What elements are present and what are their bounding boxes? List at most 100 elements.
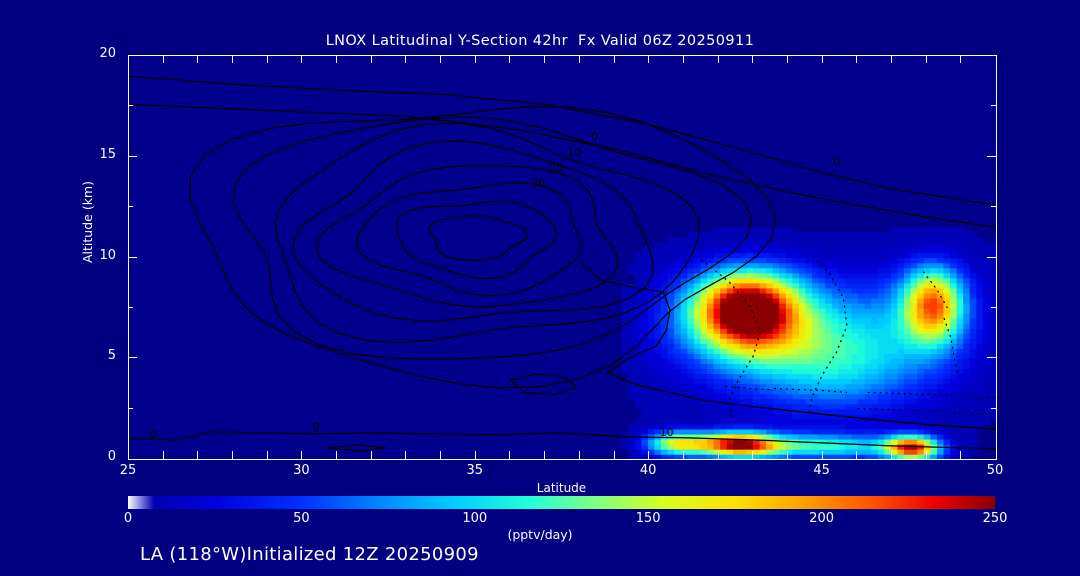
field-shading-layer — [621, 227, 996, 459]
tick-mark — [128, 105, 133, 107]
tick-mark — [128, 206, 133, 208]
tick-mark — [266, 55, 268, 63]
svg-text:0: 0 — [833, 155, 840, 168]
y-tick-10: 10 — [99, 247, 116, 263]
x-tick-40: 40 — [639, 463, 657, 478]
colorbar-tick-150: 150 — [635, 511, 661, 526]
tick-mark — [301, 55, 303, 63]
tick-mark — [890, 55, 892, 63]
svg-text:0: 0 — [591, 130, 598, 143]
colorbar-tick-200: 200 — [809, 511, 834, 526]
svg-text:20: 20 — [549, 162, 563, 175]
tick-mark — [370, 451, 372, 459]
tick-mark — [786, 55, 788, 63]
tick-mark — [162, 55, 164, 63]
tick-mark — [991, 105, 996, 107]
tick-mark — [682, 55, 684, 63]
tick-mark — [544, 451, 546, 459]
svg-text:0: 0 — [150, 428, 157, 441]
tick-mark — [232, 55, 234, 63]
tick-mark — [752, 451, 754, 459]
tick-mark — [856, 55, 858, 63]
tick-mark — [301, 451, 303, 459]
tick-mark — [578, 451, 580, 459]
x-tick-30: 30 — [293, 463, 310, 478]
colorbar-tick-50: 50 — [293, 511, 310, 526]
tick-mark — [821, 451, 823, 459]
tick-mark — [128, 407, 133, 409]
tick-mark — [991, 256, 996, 258]
svg-text:0: 0 — [628, 274, 635, 287]
tick-mark — [960, 451, 962, 459]
tick-mark — [128, 155, 133, 157]
tick-mark — [128, 357, 133, 359]
y-tick-0: 0 — [107, 449, 116, 464]
tick-mark — [991, 407, 996, 409]
tick-mark — [405, 55, 407, 63]
tick-mark — [991, 306, 996, 308]
tick-mark — [991, 357, 996, 359]
svg-text:30: 30 — [531, 177, 545, 190]
tick-mark — [509, 55, 511, 63]
tick-mark — [648, 451, 650, 459]
tick-mark — [336, 55, 338, 63]
svg-text:10: 10 — [660, 426, 674, 439]
figure-caption: LA (118°W)Initialized 12Z 20250909 — [140, 544, 479, 565]
tick-mark — [370, 55, 372, 63]
tick-mark — [266, 451, 268, 459]
x-axis-title: Latitude — [536, 481, 587, 495]
tick-mark — [925, 55, 927, 63]
x-tick-45: 45 — [813, 463, 830, 478]
plot-area: 0 10 20 30 0 0 0 10 0 — [128, 55, 997, 460]
tick-mark — [752, 55, 754, 63]
tick-mark — [682, 451, 684, 459]
colorbar-unit-label: (pptv/day) — [507, 527, 573, 542]
colorbar-tick-100: 100 — [462, 511, 488, 526]
colorbar-tick-250: 250 — [982, 511, 1008, 526]
tick-mark — [232, 451, 234, 459]
colorbar-gradient — [128, 496, 995, 509]
tick-mark — [474, 451, 476, 459]
contour-line-layer: 0 10 20 30 0 0 0 10 0 — [129, 75, 996, 452]
tick-mark — [613, 55, 615, 63]
colorbar — [128, 496, 995, 509]
tick-mark — [544, 55, 546, 63]
tick-mark — [128, 256, 133, 258]
tick-mark — [440, 55, 442, 63]
x-tick-50: 50 — [986, 463, 1004, 478]
tick-mark — [890, 451, 892, 459]
page-title: LNOX Latitudinal Y-Section 42hr Fx Valid… — [325, 33, 755, 49]
tick-mark — [336, 451, 338, 459]
tick-mark — [925, 451, 927, 459]
svg-text:0: 0 — [313, 421, 320, 434]
tick-mark — [613, 451, 615, 459]
tick-mark — [717, 451, 719, 459]
tick-mark — [440, 451, 442, 459]
tick-mark — [821, 55, 823, 63]
cross-section-plot: 0 10 20 30 0 0 0 10 0 — [129, 56, 996, 459]
x-tick-25: 25 — [119, 463, 137, 478]
tick-mark — [197, 451, 199, 459]
tick-mark — [648, 55, 650, 63]
y-tick-5: 5 — [107, 348, 116, 364]
colorbar-tick-0: 0 — [123, 511, 133, 526]
tick-mark — [578, 55, 580, 63]
tick-mark — [991, 206, 996, 208]
tick-mark — [786, 451, 788, 459]
tick-mark — [856, 451, 858, 459]
tick-mark — [991, 155, 996, 157]
y-tick-20: 20 — [99, 46, 116, 61]
tick-mark — [162, 451, 164, 459]
x-tick-35: 35 — [466, 463, 484, 478]
y-axis-title: Altitude (km) — [80, 181, 95, 263]
svg-text:10: 10 — [567, 146, 581, 159]
tick-mark — [960, 55, 962, 63]
tick-mark — [128, 306, 133, 308]
y-tick-15: 15 — [99, 146, 116, 162]
tick-mark — [509, 451, 511, 459]
tick-mark — [405, 451, 407, 459]
tick-mark — [474, 55, 476, 63]
tick-mark — [197, 55, 199, 63]
tick-mark — [717, 55, 719, 63]
